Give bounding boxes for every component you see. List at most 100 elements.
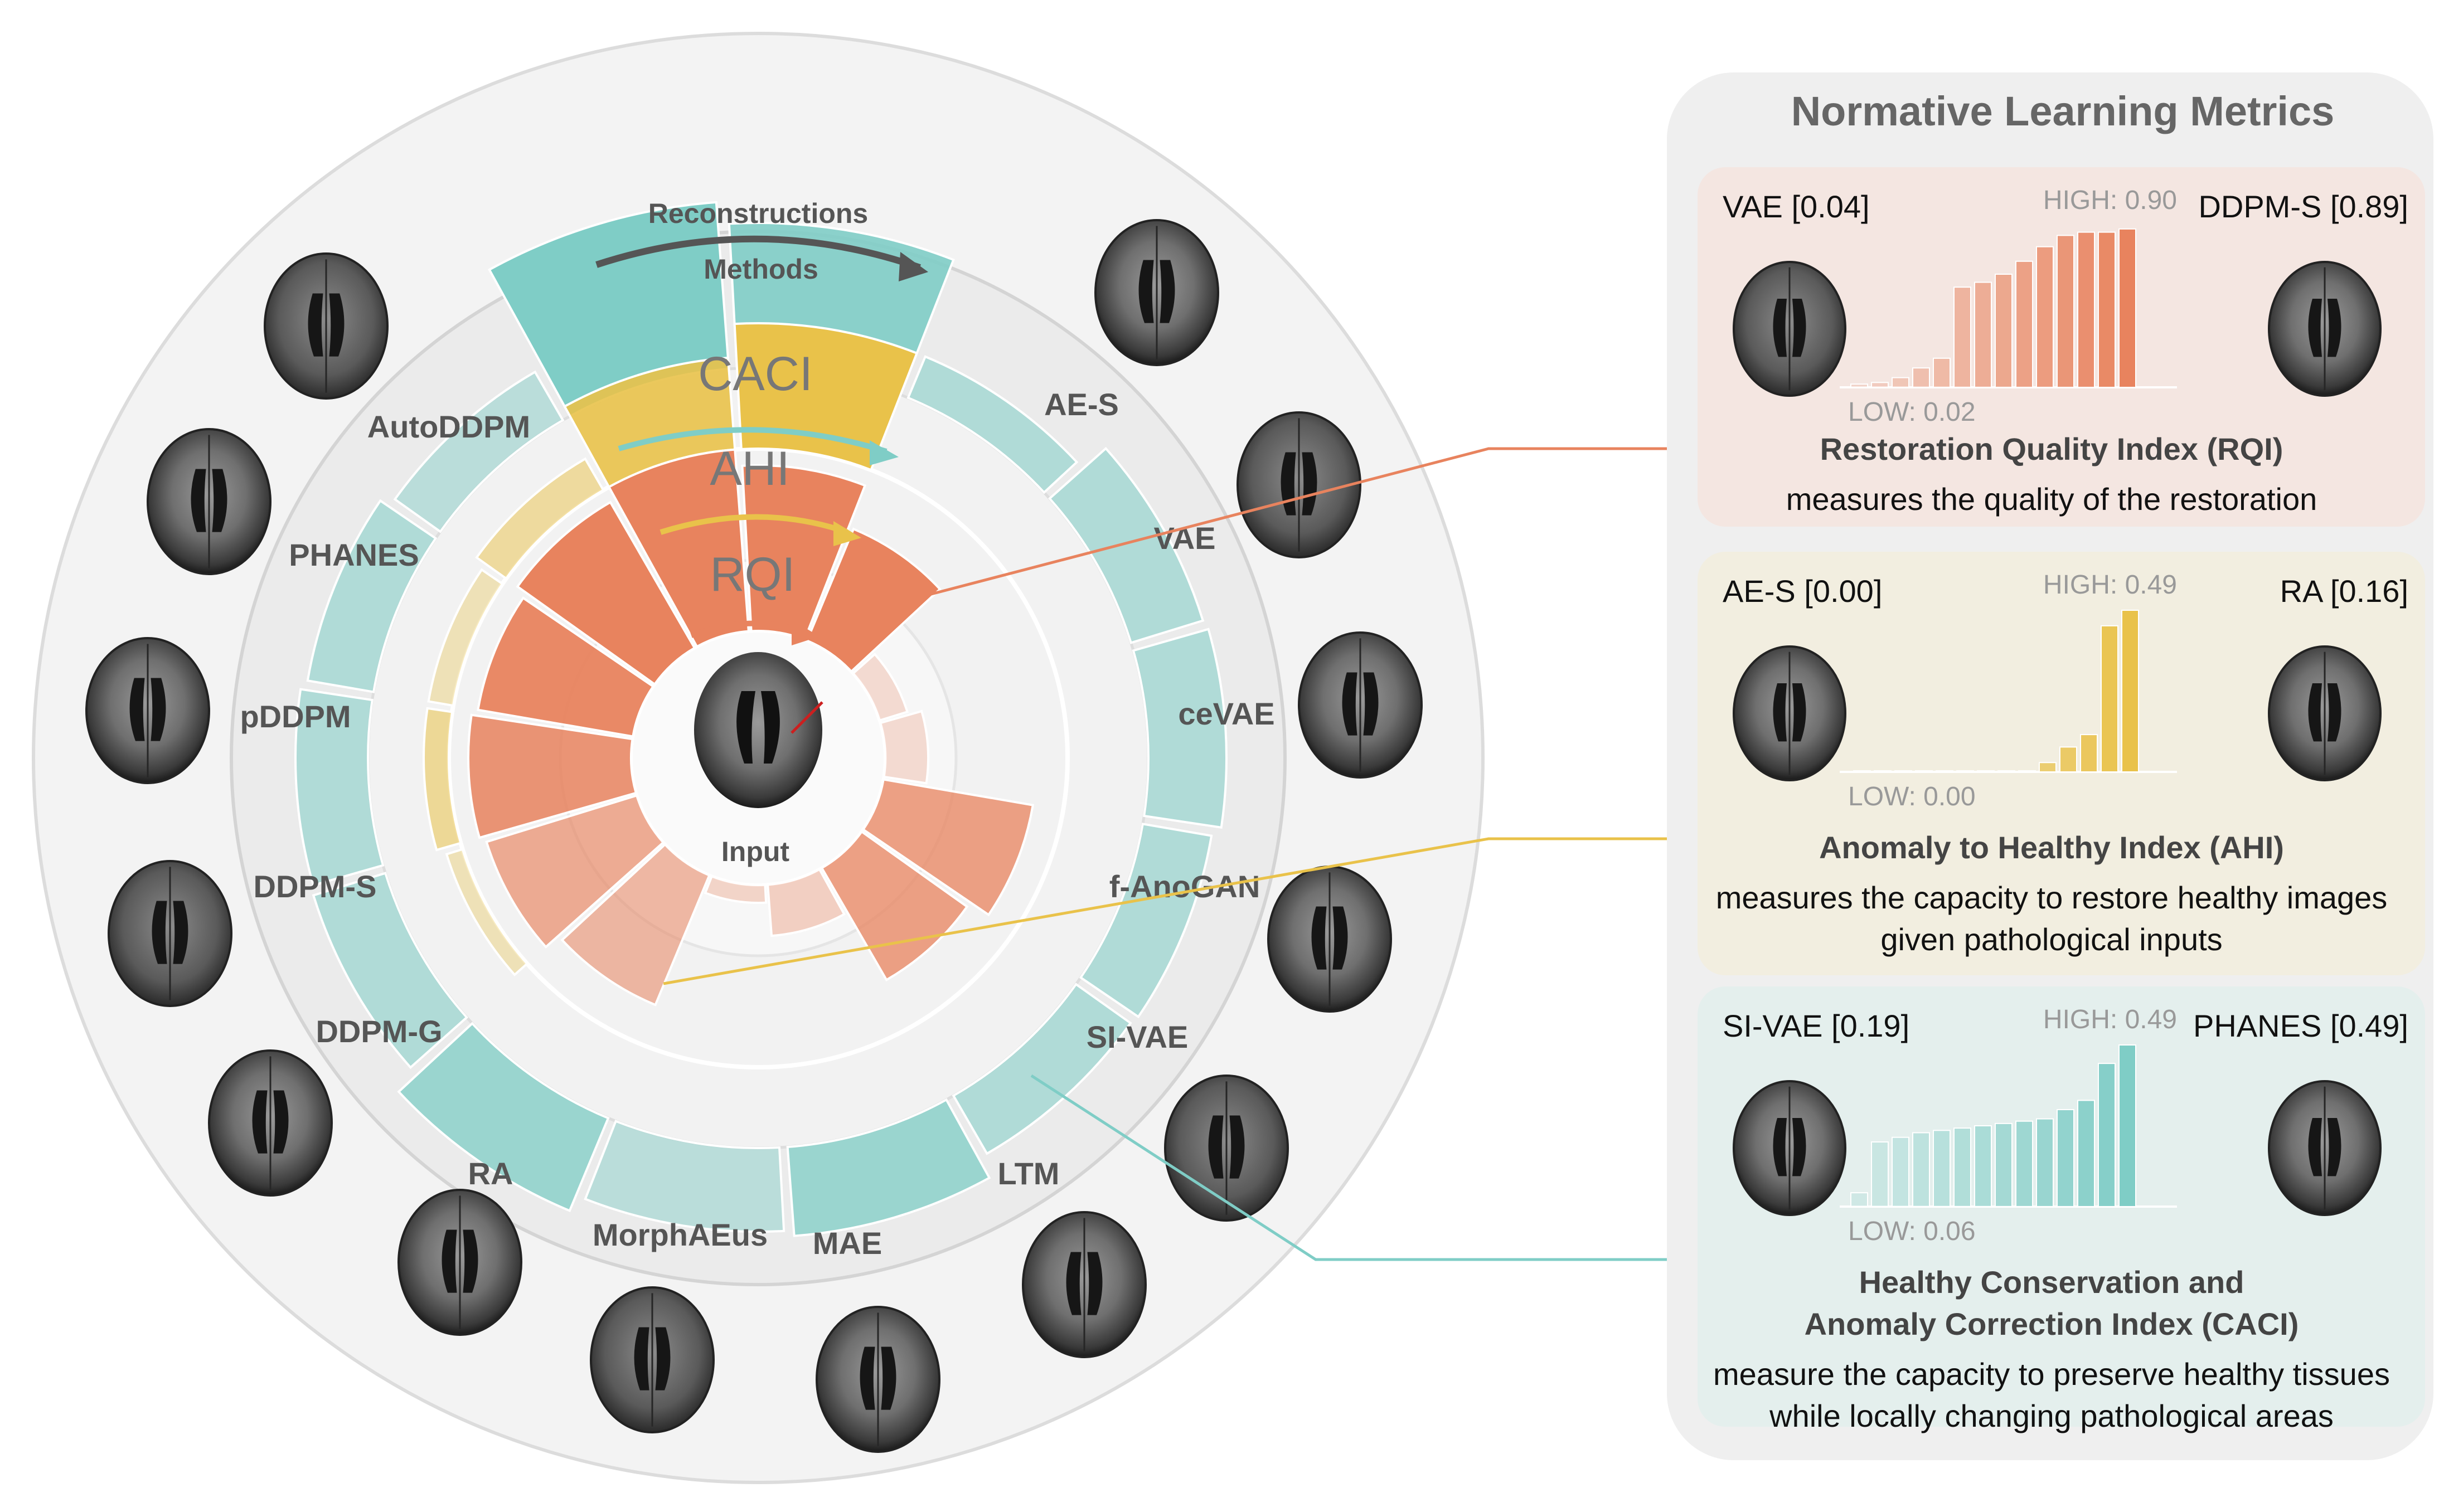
high-model-label: DDPM-S [0.89] <box>2198 189 2408 224</box>
metric-description: measures the quality of the restoration <box>1786 482 2317 517</box>
ventricle-left <box>252 1090 268 1154</box>
ring-title-ahi: AHI <box>710 442 789 495</box>
input-brain-image <box>694 652 823 808</box>
low-model-brain <box>1733 261 1846 397</box>
caci-bar-pDDPM <box>393 370 565 533</box>
metric-bar <box>1974 281 1992 388</box>
ventricle-right <box>1792 1118 1806 1176</box>
reconstruction-thumbnails <box>85 219 1423 1453</box>
metric-bar <box>2015 260 2033 388</box>
rqi-bar-DDPM-S <box>477 596 655 738</box>
rqi-bar-AutoDDPM <box>741 464 867 641</box>
high-label: HIGH: 0.49 <box>2043 570 2177 600</box>
reconstruction-ceVAE <box>1298 631 1423 779</box>
ventricle-left <box>1311 906 1327 970</box>
rqi-bar-MorphAEus <box>560 843 711 1007</box>
caci-bar-SI-VAE <box>952 983 1132 1155</box>
ventricle-left <box>1066 1252 1082 1315</box>
metric-bar <box>2080 734 2098 772</box>
metric-bar <box>2057 235 2074 388</box>
reconstruction-MAE <box>816 1306 940 1453</box>
ahi-arrowhead-icon <box>833 521 861 546</box>
metric-bar <box>1997 770 2015 772</box>
ventricle-left <box>2308 299 2322 357</box>
rqi-bar-ceVAE <box>879 709 929 785</box>
caci-bar-LTM <box>786 1098 991 1237</box>
method-label-PHANES: PHANES <box>289 537 419 572</box>
metric-bar <box>2036 246 2054 388</box>
panel-title: Normative Learning Metrics <box>1791 88 2335 134</box>
high-model-brain <box>2268 261 2382 397</box>
low-label: LOW: 0.02 <box>1848 397 1976 427</box>
method-label-pDDPM: pDDPM <box>240 699 351 734</box>
metric-card-ahi: AE-S [0.00] RA [0.16] HIGH: 0.49 LOW: 0.00 A… <box>1698 552 2425 975</box>
ventricle-left <box>2308 1118 2322 1176</box>
ventricle-right <box>273 1090 289 1154</box>
ahi-bar-DDPM-S <box>427 568 505 707</box>
metric-bar <box>1912 1132 1930 1208</box>
ventricle-left <box>1773 683 1787 742</box>
low-model-label: VAE [0.04] <box>1723 189 1870 224</box>
caci-bar-MorphAEus <box>397 1022 610 1213</box>
ventricle-left <box>1773 299 1787 357</box>
metric-bar <box>2077 231 2095 388</box>
rqi-connector <box>922 447 1751 598</box>
metric-bar <box>2015 1120 2033 1207</box>
caci-arrow <box>618 427 888 454</box>
metric-bar <box>1853 770 1871 772</box>
reconstruction-DDPM-S <box>108 860 232 1007</box>
metric-bar <box>1995 274 2013 388</box>
ventricle-right <box>881 1346 896 1410</box>
method-label-MAE: MAE <box>813 1226 882 1261</box>
ventricle-right <box>1363 672 1379 736</box>
metric-bar <box>1892 377 1909 388</box>
method-label-AE-S: AE-S <box>1044 387 1119 422</box>
caci-bar-VAE <box>1048 446 1205 644</box>
metrics-panel: Normative Learning Metrics VAE [0.04] DDP… <box>1667 72 2433 1460</box>
caci-arrowhead-icon <box>870 440 899 465</box>
caci-bar-f-AnoGAN <box>1079 823 1213 1019</box>
header-methods: Methods <box>704 254 818 285</box>
ventricle-right <box>1087 1252 1103 1315</box>
caci-bar-ceVAE <box>1132 628 1228 829</box>
metric-cards: VAE [0.04] DDPM-S [0.89] HIGH: 0.90 LOW: 0.… <box>1698 167 2425 1433</box>
ventricle-right <box>1160 260 1175 323</box>
method-label-RA: RA <box>468 1156 513 1191</box>
high-label: HIGH: 0.49 <box>2043 1005 2177 1034</box>
metric-bar <box>1894 770 1912 772</box>
method-label-f-AnoGAN: f-AnoGAN <box>1109 869 1260 904</box>
ring-title-rqi: RQI <box>710 548 796 601</box>
ventricle-left <box>1342 672 1357 736</box>
ahi-bar-pDDPM <box>475 457 605 580</box>
metric-bar <box>1936 770 1953 772</box>
metric-bar <box>2121 610 2139 772</box>
low-model-brain <box>1733 1080 1846 1216</box>
metric-bar <box>1977 770 1995 772</box>
rqi-bar-pDDPM <box>516 500 696 686</box>
low-model-label: SI-VAE [0.19] <box>1723 1008 1909 1043</box>
ventricle-right <box>151 678 166 741</box>
caci-bar-MAE <box>584 1120 785 1233</box>
metric-bar <box>1892 1136 1909 1207</box>
rqi-bar-SI-VAE <box>820 830 969 981</box>
ventricle-left <box>634 1327 649 1391</box>
ventricle-right <box>212 469 227 532</box>
metric-title: Restoration Quality Index (RQI) <box>1820 431 2283 466</box>
method-label-DDPM-S: DDPM-S <box>254 869 377 904</box>
ventricle-right <box>1229 1115 1245 1179</box>
metric-bar <box>2118 228 2136 388</box>
brain-scan-icon <box>694 652 822 808</box>
high-label: HIGH: 0.90 <box>2043 186 2177 215</box>
ahi-arrow <box>660 514 848 535</box>
ventricle-right <box>761 691 780 764</box>
metric-card-rqi: VAE [0.04] DDPM-S [0.89] HIGH: 0.90 LOW: 0.… <box>1698 167 2425 527</box>
method-labels: AE-S VAE ceVAE f-AnoGAN SI-VAE LTM MAE MorphAEu… <box>240 387 1274 1261</box>
metric-bar <box>1995 1122 2013 1208</box>
metric-bar <box>2077 1100 2095 1208</box>
ahi-connector <box>663 837 1751 985</box>
metric-bar <box>1933 357 1951 388</box>
method-label-AutoDDPM: AutoDDPM <box>367 409 530 444</box>
reconstruction-AutoDDPM <box>264 252 389 400</box>
ventricle-left <box>860 1346 875 1410</box>
